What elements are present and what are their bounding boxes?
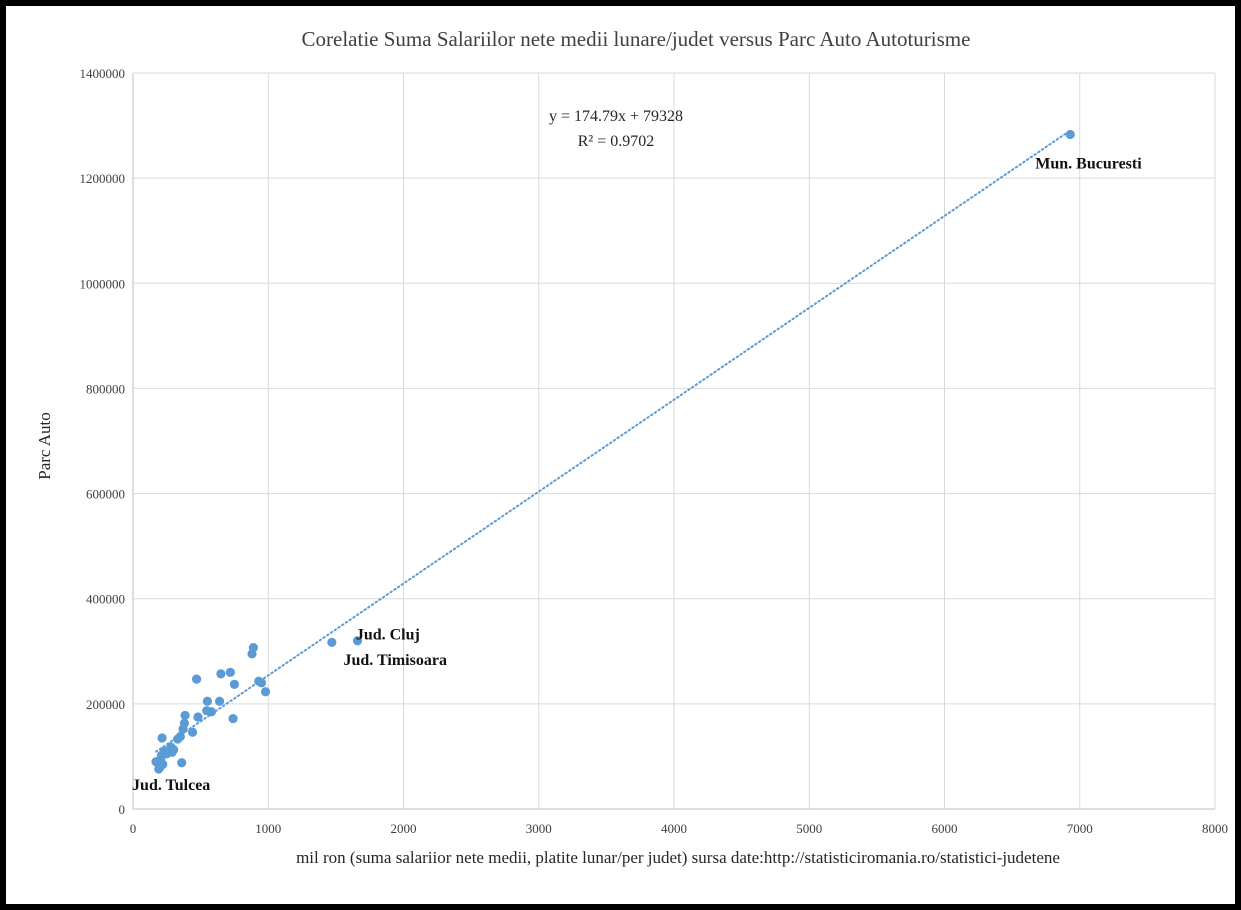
y-axis-label: Parc Auto — [35, 412, 54, 480]
data-point — [191, 674, 202, 684]
x-axis-label: mil ron (suma salariior nete medii, plat… — [296, 848, 1060, 867]
x-tick-label: 3000 — [526, 821, 552, 836]
data-point — [175, 731, 185, 742]
data-point — [180, 710, 190, 721]
x-tick-label: 0 — [130, 821, 137, 836]
data-point — [158, 759, 168, 769]
data-point — [327, 637, 337, 647]
y-tick-label: 1200000 — [80, 171, 126, 186]
x-tick-label: 8000 — [1202, 821, 1228, 836]
y-tick-label: 0 — [119, 802, 126, 817]
x-tick-label: 5000 — [796, 821, 822, 836]
point-annotation: Mun. Bucuresti — [1035, 156, 1142, 173]
trendline-layer — [154, 129, 1072, 753]
data-point — [193, 712, 203, 722]
x-tick-label: 7000 — [1067, 821, 1093, 836]
data-points — [151, 129, 1075, 774]
data-point — [214, 696, 225, 706]
y-tick-label: 1400000 — [80, 66, 126, 81]
x-tick-label: 6000 — [932, 821, 958, 836]
data-point — [256, 678, 267, 688]
data-point — [225, 667, 235, 677]
data-point — [187, 727, 198, 737]
data-point — [202, 696, 212, 706]
gridlines — [132, 72, 1216, 810]
trendline — [154, 129, 1072, 753]
x-tick-label: 4000 — [661, 821, 687, 836]
trendline-r-squared: R² = 0.9702 — [578, 133, 655, 150]
y-tick-label: 1000000 — [80, 276, 126, 291]
chart-area: Corelatie Suma Salariilor nete medii lun… — [6, 6, 1235, 904]
data-point — [248, 643, 258, 653]
chart-title: Corelatie Suma Salariilor nete medii lun… — [302, 27, 971, 51]
x-tick-label: 1000 — [255, 821, 281, 836]
y-tick-label: 800000 — [86, 381, 125, 396]
point-annotation: Jud. Cluj — [356, 626, 420, 643]
y-tick-label: 200000 — [86, 697, 125, 712]
data-point — [168, 744, 179, 755]
point-annotation: Jud. Timisoara — [344, 652, 447, 669]
data-point — [228, 713, 238, 724]
data-point — [157, 733, 167, 743]
trendline-equation: y = 174.79x + 79328 — [549, 108, 683, 125]
data-point — [260, 687, 271, 697]
scatter-chart: Corelatie Suma Salariilor nete medii lun… — [35, 27, 1228, 867]
point-annotation: Jud. Tulcea — [132, 777, 210, 794]
data-point — [352, 636, 363, 646]
data-point — [216, 669, 226, 679]
y-tick-label: 600000 — [86, 487, 125, 502]
data-point — [177, 758, 187, 768]
chart-text: Corelatie Suma Salariilor nete medii lun… — [35, 27, 1228, 867]
data-point — [229, 679, 240, 690]
data-point — [1065, 129, 1075, 140]
y-tick-label: 400000 — [86, 592, 125, 607]
x-tick-label: 2000 — [391, 821, 417, 836]
data-point — [206, 707, 217, 717]
data-point — [179, 718, 189, 728]
